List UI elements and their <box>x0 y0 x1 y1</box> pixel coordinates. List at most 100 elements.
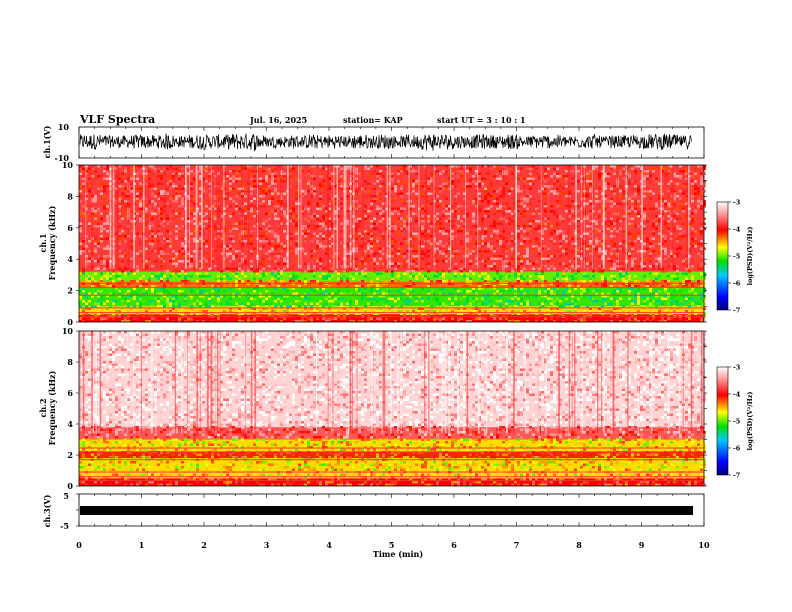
spectrogram-cell <box>577 265 580 268</box>
spectrogram-cell <box>304 227 307 230</box>
spectrogram-cell <box>625 270 628 273</box>
spectrogram-cell <box>667 210 670 213</box>
spectrogram-cell <box>307 232 310 235</box>
spectrogram-cell <box>571 210 574 213</box>
spectrogram-cell <box>673 215 676 218</box>
spectrogram-cell <box>331 255 334 258</box>
spectrogram-cell <box>334 252 337 255</box>
spectrogram-cell <box>202 295 205 298</box>
spectrogram-cell <box>82 185 85 188</box>
spectrogram-cell <box>253 185 256 188</box>
spectrogram-cell <box>472 180 475 183</box>
spectrogram-cell <box>547 217 550 220</box>
spectrogram-cell <box>382 260 385 263</box>
spectrogram-cell <box>472 175 475 178</box>
spectrogram-cell <box>190 207 193 210</box>
spectrogram-cell <box>661 207 664 210</box>
spectrogram-cell <box>364 205 367 208</box>
spectrogram-cell <box>646 237 649 240</box>
spectrogram-cell <box>193 202 196 205</box>
spectrogram-cell <box>379 250 382 253</box>
spectrogram-cell <box>703 275 706 278</box>
spectrogram-cell <box>427 180 430 183</box>
spectrogram-cell <box>316 247 319 250</box>
spectrogram-cell <box>442 232 445 235</box>
spectrogram-cell <box>226 270 229 273</box>
spectrogram-cell <box>673 190 676 193</box>
spectrogram-cell <box>442 187 445 190</box>
spectrogram-cell <box>238 277 241 280</box>
spectrogram-cell <box>508 180 511 183</box>
spectrogram-cell <box>562 180 565 183</box>
spectrogram-cell <box>316 202 319 205</box>
spectrogram-cell <box>379 285 382 288</box>
spectrogram-cell <box>403 290 406 293</box>
spectrogram-cell <box>517 185 520 188</box>
spectrogram-cell <box>232 255 235 258</box>
spectrogram-cell <box>235 250 238 253</box>
spectrogram-cell <box>325 272 328 275</box>
spectrogram-cell <box>265 290 268 293</box>
spectrogram-cell <box>463 275 466 278</box>
spectrogram-cell <box>367 285 370 288</box>
spectrogram-cell <box>523 180 526 183</box>
spectrogram-cell <box>169 165 172 168</box>
spectrogram-cell <box>319 185 322 188</box>
spectrogram-cell <box>394 225 397 228</box>
spectrogram-cell <box>460 260 463 263</box>
spectrogram-cell <box>199 292 202 295</box>
spectrogram-cell <box>646 280 649 283</box>
spectrogram-cell <box>328 245 331 248</box>
spectrogram-cell <box>187 202 190 205</box>
spectrogram-cell <box>610 167 613 170</box>
spectrogram-cell <box>160 292 163 295</box>
spectrogram-cell <box>541 245 544 248</box>
spectrogram-cell <box>589 225 592 228</box>
spectrogram-cell <box>400 265 403 268</box>
spectrogram-cell <box>472 200 475 203</box>
spectrogram-cell <box>628 275 631 278</box>
spectrogram-cell <box>661 182 664 185</box>
spectrogram-cell <box>448 247 451 250</box>
spectrogram-cell <box>649 252 652 255</box>
spectrogram-cell <box>139 207 142 210</box>
spectrogram-cell <box>451 177 454 180</box>
spectrogram-cell <box>235 287 238 290</box>
spectrogram-cell <box>532 240 535 243</box>
spectrogram-cell <box>160 197 163 200</box>
spectrogram-cell <box>628 242 631 245</box>
spectrogram-cell <box>316 262 319 265</box>
spectrogram-cell <box>589 222 592 225</box>
spectrogram-cell <box>292 295 295 298</box>
spectrogram-cell <box>106 215 109 218</box>
spectrogram-cell <box>322 247 325 250</box>
spectrogram-cell <box>163 270 166 273</box>
spectrogram-cell <box>667 295 670 298</box>
spectrogram-cell <box>673 182 676 185</box>
spectrogram-cell <box>448 230 451 233</box>
spectrogram-cell <box>235 227 238 230</box>
spectrogram-cell <box>490 225 493 228</box>
spectrogram-cell <box>565 180 568 183</box>
spectrogram-cell <box>271 210 274 213</box>
spectrogram-cell <box>235 275 238 278</box>
spectrogram-cell <box>85 255 88 258</box>
spectrogram-cell <box>586 217 589 220</box>
spectrogram-cell <box>244 215 247 218</box>
spectrogram-cell <box>124 200 127 203</box>
spectrogram-cell <box>124 167 127 170</box>
spectrogram-cell <box>496 272 499 275</box>
spectrogram-cell <box>223 280 226 283</box>
spectrogram-cell <box>106 265 109 268</box>
spectrogram-cell <box>235 177 238 180</box>
spectrogram-cell <box>295 210 298 213</box>
spectrogram-cell <box>136 177 139 180</box>
spectrogram-cell <box>445 172 448 175</box>
spectrogram-cell <box>94 200 97 203</box>
spectrogram-cell <box>457 252 460 255</box>
spectrogram-cell <box>253 295 256 298</box>
spectrogram-cell <box>262 260 265 263</box>
spectrogram-cell <box>211 295 214 298</box>
spectrogram-cell <box>106 202 109 205</box>
spectrogram-cell <box>634 285 637 288</box>
